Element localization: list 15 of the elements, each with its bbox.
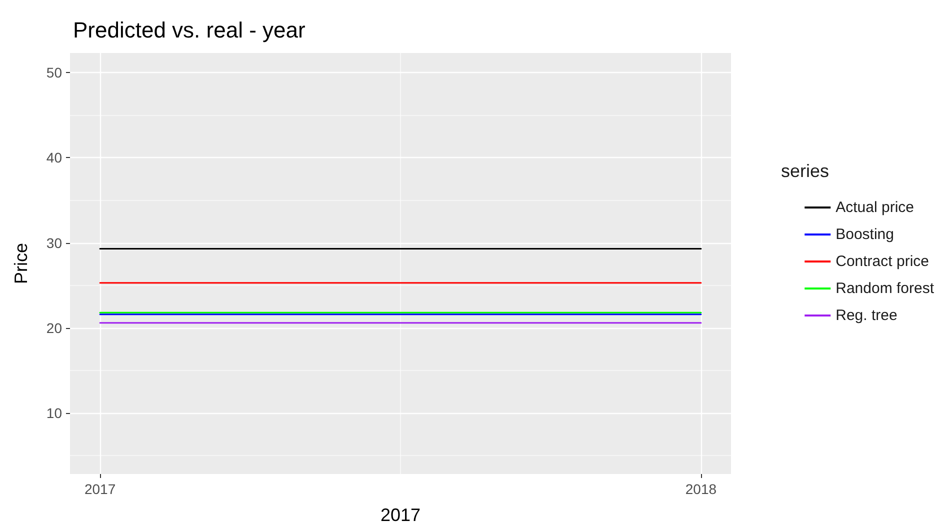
y-tick-label: 40 xyxy=(46,150,62,166)
y-tick-label: 30 xyxy=(46,234,62,251)
x-axis-title: 2017 xyxy=(380,505,421,525)
legend-label: Random forest xyxy=(836,280,935,297)
y-tick-label: 20 xyxy=(46,320,62,336)
legend-label: Contract price xyxy=(836,253,929,270)
y-axis-title: Price xyxy=(11,242,31,284)
x-tick-label: 2018 xyxy=(685,481,717,497)
chart-title: Predicted vs. real - year xyxy=(73,18,306,42)
y-tick-label: 50 xyxy=(46,64,62,81)
legend-label: Reg. tree xyxy=(836,307,898,324)
legend-title: series xyxy=(780,161,829,181)
legend-label: Boosting xyxy=(836,226,894,243)
y-tick-label: 10 xyxy=(46,405,62,422)
legend-label: Actual price xyxy=(836,199,914,216)
